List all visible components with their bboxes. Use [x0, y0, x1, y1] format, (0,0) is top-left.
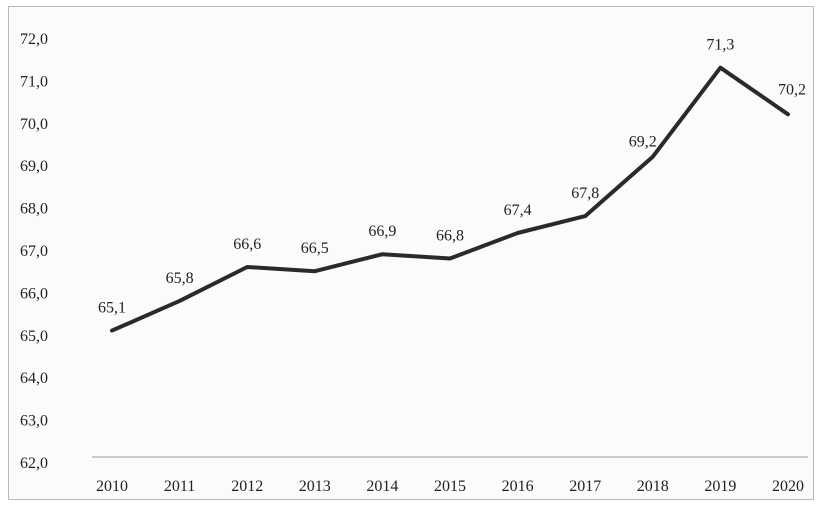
chart-frame: [8, 6, 814, 500]
y-tick-label: 66,0: [20, 285, 48, 302]
x-tick-label: 2011: [164, 478, 195, 495]
data-label: 66,8: [436, 227, 464, 244]
x-tick-label: 2020: [772, 478, 804, 495]
data-label: 70,2: [778, 81, 806, 98]
data-label: 65,8: [166, 270, 194, 287]
data-label: 66,6: [233, 236, 261, 253]
y-tick-label: 71,0: [20, 73, 48, 90]
data-labels: 65,1 65,8 66,6 66,5 66,9 66,8 67,4 67,8 69,2 71,3…: [98, 37, 806, 317]
series-group: [110, 65, 790, 333]
x-tick-label: 2017: [569, 478, 601, 495]
y-axis-ticks: 62,0 63,0 64,0 65,0 66,0 67,0 68,0 69,0 70,0 71,0…: [20, 31, 48, 472]
data-label: 66,5: [301, 240, 329, 257]
y-tick-label: 64,0: [20, 370, 48, 387]
data-label: 65,1: [98, 300, 126, 317]
data-label: 69,2: [629, 134, 657, 151]
data-label: 71,3: [706, 37, 734, 54]
y-tick-label: 62,0: [20, 455, 48, 472]
y-tick-label: 70,0: [20, 116, 48, 133]
y-tick-label: 67,0: [20, 243, 48, 260]
x-tick-label: 2016: [502, 478, 534, 495]
data-label: 66,9: [368, 223, 396, 240]
y-tick-label: 72,0: [20, 31, 48, 48]
x-tick-label: 2014: [366, 478, 398, 495]
x-tick-label: 2013: [299, 478, 331, 495]
x-axis-ticks: 2010 2011 2012 2013 2014 2015 2016 2017 2018 2019…: [96, 478, 804, 495]
y-tick-label: 65,0: [20, 328, 48, 345]
series-line: [110, 65, 790, 333]
x-tick-label: 2018: [637, 478, 669, 495]
x-tick-label: 2012: [231, 478, 263, 495]
data-label: 67,8: [571, 185, 599, 202]
y-tick-label: 69,0: [20, 158, 48, 175]
y-tick-label: 63,0: [20, 413, 48, 430]
x-tick-label: 2015: [434, 478, 466, 495]
x-tick-label: 2019: [704, 478, 736, 495]
data-label: 67,4: [504, 202, 532, 219]
x-tick-label: 2010: [96, 478, 128, 495]
y-tick-label: 68,0: [20, 201, 48, 218]
